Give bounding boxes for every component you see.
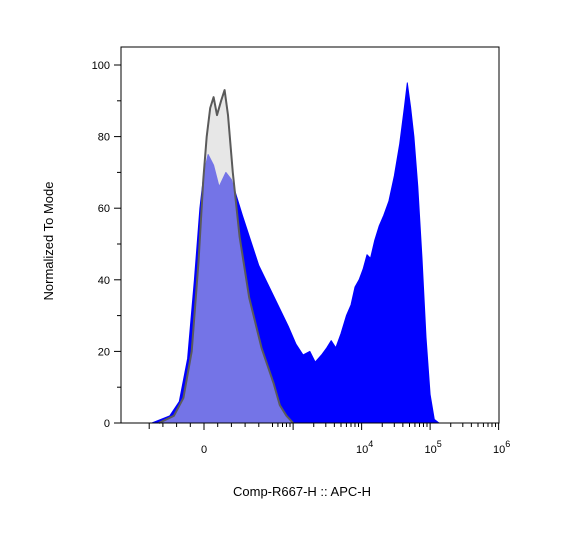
y-tick-label: 60	[98, 203, 110, 215]
plot-frame	[120, 46, 500, 424]
x-tick-label: 106	[493, 439, 510, 456]
x-tick-label: 0	[201, 444, 207, 456]
x-axis-title: Comp-R667-H :: APC-H	[233, 484, 371, 499]
x-tick-label: 104	[356, 439, 373, 456]
y-tick-label: 40	[98, 275, 110, 287]
x-axis: 0 104 105 106	[148, 423, 510, 456]
y-tick-label: 0	[104, 418, 110, 430]
y-tick-label: 80	[98, 132, 110, 144]
y-axis: 0 20 40 60 80 100	[92, 60, 121, 430]
series-1-line	[158, 89, 294, 424]
x-tick-label: 105	[424, 439, 441, 456]
y-tick-label: 20	[98, 346, 110, 358]
y-tick-label: 100	[92, 60, 110, 72]
y-axis-title: Normalized To Mode	[41, 182, 56, 301]
